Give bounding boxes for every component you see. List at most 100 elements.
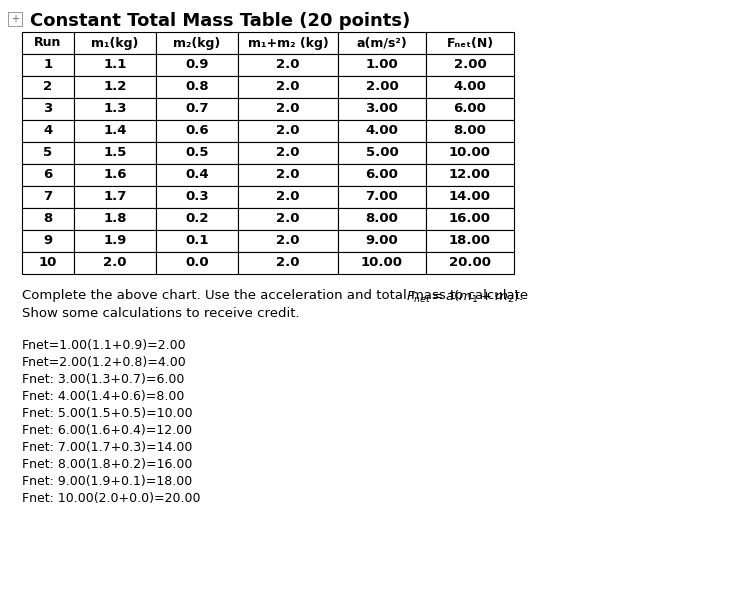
- Bar: [426, 76, 514, 98]
- Bar: [22, 164, 74, 186]
- FancyBboxPatch shape: [8, 12, 22, 26]
- Bar: [22, 252, 74, 274]
- Bar: [74, 164, 156, 186]
- Text: 0.8: 0.8: [186, 81, 209, 93]
- Bar: [156, 120, 238, 142]
- Text: 7.00: 7.00: [366, 191, 398, 203]
- Text: 2.0: 2.0: [276, 81, 300, 93]
- Bar: [238, 230, 338, 252]
- Bar: [156, 208, 238, 230]
- Bar: [338, 208, 426, 230]
- Bar: [338, 76, 426, 98]
- Text: +: +: [11, 14, 19, 24]
- Bar: [238, 208, 338, 230]
- Text: $F_{net} = a(m_1 + m_2).$: $F_{net} = a(m_1 + m_2).$: [406, 289, 523, 305]
- Text: 4.00: 4.00: [366, 125, 398, 137]
- Text: 6: 6: [43, 169, 53, 181]
- Text: 2.0: 2.0: [276, 103, 300, 115]
- Text: 2.0: 2.0: [276, 169, 300, 181]
- Bar: [156, 98, 238, 120]
- Text: 0.4: 0.4: [186, 169, 209, 181]
- Bar: [238, 120, 338, 142]
- Bar: [238, 142, 338, 164]
- Bar: [426, 230, 514, 252]
- Bar: [22, 230, 74, 252]
- Bar: [74, 186, 156, 208]
- Text: Fₙₑₜ(N): Fₙₑₜ(N): [447, 37, 493, 49]
- Text: m₂(kg): m₂(kg): [174, 37, 220, 49]
- Text: 4: 4: [43, 125, 53, 137]
- Text: 3: 3: [43, 103, 53, 115]
- Text: 1.7: 1.7: [103, 191, 127, 203]
- Text: 9: 9: [44, 235, 53, 247]
- Text: 18.00: 18.00: [449, 235, 491, 247]
- Bar: [426, 252, 514, 274]
- Bar: [22, 54, 74, 76]
- Bar: [426, 164, 514, 186]
- Bar: [238, 54, 338, 76]
- Text: 5.00: 5.00: [366, 147, 398, 159]
- Bar: [338, 230, 426, 252]
- Text: 1.9: 1.9: [103, 235, 127, 247]
- Text: 1: 1: [44, 59, 53, 71]
- Text: Complete the above chart. Use the acceleration and total mass to calculate: Complete the above chart. Use the accele…: [22, 289, 532, 302]
- Bar: [338, 186, 426, 208]
- Text: Fnet: 5.00(1.5+0.5)=10.00: Fnet: 5.00(1.5+0.5)=10.00: [22, 407, 193, 420]
- Text: 1.2: 1.2: [103, 81, 127, 93]
- Text: 10.00: 10.00: [361, 257, 403, 269]
- Text: 2.0: 2.0: [276, 235, 300, 247]
- Bar: [22, 76, 74, 98]
- Text: Fnet: 4.00(1.4+0.6)=8.00: Fnet: 4.00(1.4+0.6)=8.00: [22, 390, 184, 403]
- Bar: [22, 142, 74, 164]
- Bar: [238, 164, 338, 186]
- Text: 5: 5: [44, 147, 53, 159]
- Text: 0.9: 0.9: [186, 59, 209, 71]
- Bar: [156, 54, 238, 76]
- Bar: [156, 186, 238, 208]
- Text: 2.00: 2.00: [453, 59, 486, 71]
- Bar: [156, 252, 238, 274]
- Bar: [338, 120, 426, 142]
- Text: Fnet: 6.00(1.6+0.4)=12.00: Fnet: 6.00(1.6+0.4)=12.00: [22, 424, 192, 437]
- Text: m₁+m₂ (kg): m₁+m₂ (kg): [248, 37, 329, 49]
- Text: Fnet: 8.00(1.8+0.2)=16.00: Fnet: 8.00(1.8+0.2)=16.00: [22, 458, 192, 471]
- Text: m₁(kg): m₁(kg): [91, 37, 139, 49]
- Bar: [22, 32, 74, 54]
- Text: Constant Total Mass Table (20 points): Constant Total Mass Table (20 points): [30, 12, 410, 30]
- Text: 12.00: 12.00: [449, 169, 491, 181]
- Bar: [426, 208, 514, 230]
- Text: 0.0: 0.0: [186, 257, 209, 269]
- Bar: [238, 32, 338, 54]
- Text: 8: 8: [43, 213, 53, 225]
- Text: 1.8: 1.8: [103, 213, 127, 225]
- Bar: [426, 120, 514, 142]
- Text: 2: 2: [44, 81, 53, 93]
- Text: 20.00: 20.00: [449, 257, 491, 269]
- Text: 4.00: 4.00: [453, 81, 487, 93]
- Bar: [338, 32, 426, 54]
- Bar: [238, 252, 338, 274]
- Text: 3.00: 3.00: [366, 103, 398, 115]
- Text: 0.2: 0.2: [186, 213, 209, 225]
- Bar: [338, 164, 426, 186]
- Bar: [74, 142, 156, 164]
- Text: 0.7: 0.7: [186, 103, 209, 115]
- Bar: [74, 32, 156, 54]
- Text: Fnet: 3.00(1.3+0.7)=6.00: Fnet: 3.00(1.3+0.7)=6.00: [22, 373, 184, 386]
- Bar: [74, 120, 156, 142]
- Text: 6.00: 6.00: [366, 169, 398, 181]
- Bar: [156, 32, 238, 54]
- Text: 0.1: 0.1: [186, 235, 209, 247]
- Text: 10.00: 10.00: [449, 147, 491, 159]
- Bar: [74, 208, 156, 230]
- Bar: [156, 164, 238, 186]
- Bar: [338, 54, 426, 76]
- Text: Fnet=1.00(1.1+0.9)=2.00: Fnet=1.00(1.1+0.9)=2.00: [22, 339, 187, 352]
- Bar: [74, 98, 156, 120]
- Text: 9.00: 9.00: [366, 235, 398, 247]
- Text: 8.00: 8.00: [453, 125, 487, 137]
- Bar: [426, 54, 514, 76]
- Text: 2.0: 2.0: [276, 257, 300, 269]
- Text: 6.00: 6.00: [453, 103, 487, 115]
- Text: 14.00: 14.00: [449, 191, 491, 203]
